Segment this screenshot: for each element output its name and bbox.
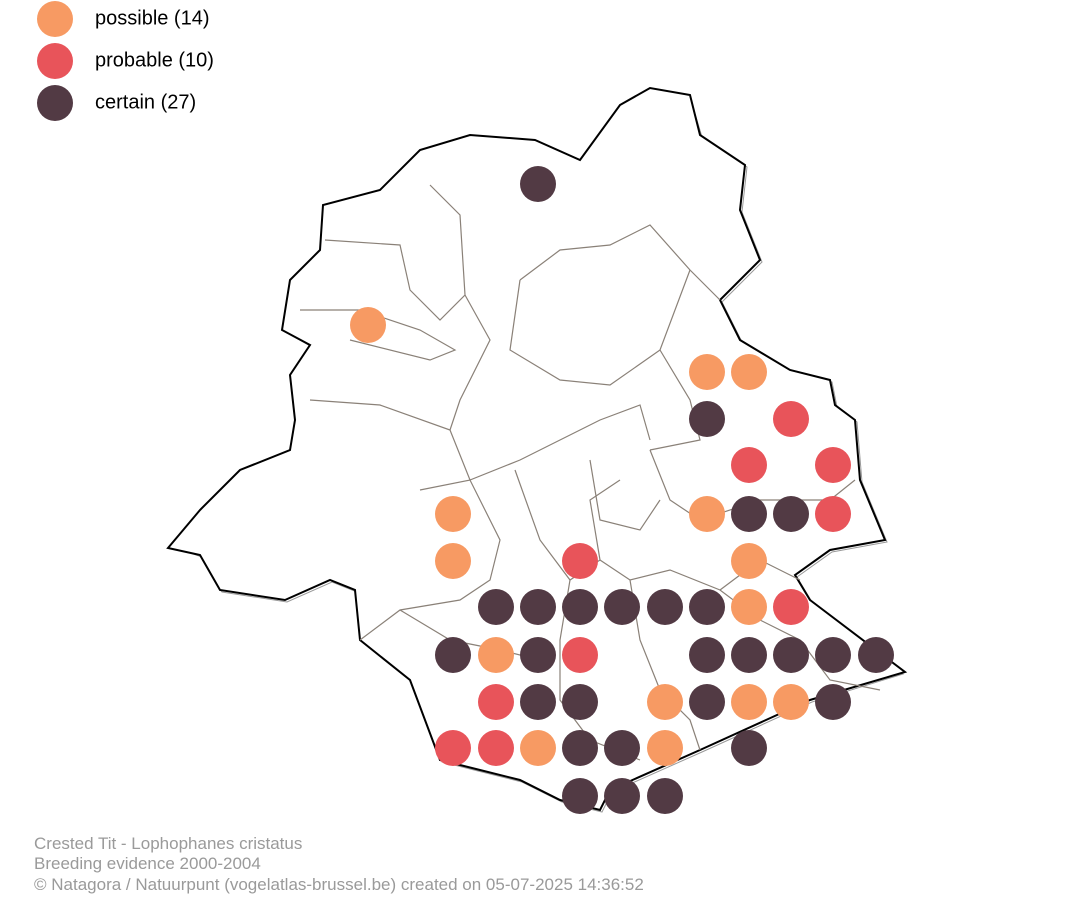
observation-dot <box>731 730 767 766</box>
observation-dot <box>689 637 725 673</box>
observation-dot <box>858 637 894 673</box>
observation-dot <box>647 778 683 814</box>
observation-dot <box>435 637 471 673</box>
footer-subtitle: Breeding evidence 2000-2004 <box>34 854 261 873</box>
observation-dot <box>731 684 767 720</box>
observation-dot <box>773 401 809 437</box>
observation-dot <box>731 496 767 532</box>
observation-dot <box>731 637 767 673</box>
observation-dot <box>350 307 386 343</box>
observation-dots <box>350 166 894 814</box>
observation-dot <box>731 447 767 483</box>
observation-dot <box>815 447 851 483</box>
observation-dot <box>604 589 640 625</box>
observation-dot <box>815 684 851 720</box>
observation-dot <box>689 496 725 532</box>
observation-dot <box>773 589 809 625</box>
footer-title: Crested Tit - Lophophanes cristatus <box>34 834 302 853</box>
observation-dot <box>773 496 809 532</box>
observation-dot <box>520 166 556 202</box>
observation-dot <box>689 354 725 390</box>
legend-label: certain (27) <box>95 91 196 113</box>
observation-dot <box>773 637 809 673</box>
observation-dot <box>562 730 598 766</box>
observation-dot <box>562 637 598 673</box>
observation-dot <box>815 637 851 673</box>
observation-dot <box>731 543 767 579</box>
observation-dot <box>478 637 514 673</box>
observation-dot <box>478 684 514 720</box>
observation-dot <box>647 684 683 720</box>
legend-label: possible (14) <box>95 7 210 29</box>
legend-label: probable (10) <box>95 49 214 71</box>
observation-dot <box>562 778 598 814</box>
observation-dot <box>647 589 683 625</box>
observation-dot <box>520 589 556 625</box>
observation-dot <box>435 730 471 766</box>
observation-dot <box>815 496 851 532</box>
footer-credit: © Natagora / Natuurpunt (vogelatlas-brus… <box>34 875 644 894</box>
observation-dot <box>520 637 556 673</box>
observation-dot <box>562 684 598 720</box>
observation-dot <box>478 589 514 625</box>
observation-dot <box>689 684 725 720</box>
observation-dot <box>647 730 683 766</box>
observation-dot <box>520 730 556 766</box>
observation-dot <box>478 730 514 766</box>
legend-swatch <box>37 85 73 121</box>
legend-swatch <box>37 43 73 79</box>
observation-dot <box>689 589 725 625</box>
legend: possible (14) probable (10) certain (27) <box>37 1 214 121</box>
observation-dot <box>435 543 471 579</box>
observation-dot <box>604 730 640 766</box>
legend-swatch <box>37 1 73 37</box>
observation-dot <box>562 543 598 579</box>
observation-dot <box>520 684 556 720</box>
observation-dot <box>562 589 598 625</box>
observation-dot <box>435 496 471 532</box>
observation-dot <box>731 589 767 625</box>
observation-dot <box>689 401 725 437</box>
observation-dot <box>773 684 809 720</box>
observation-dot <box>731 354 767 390</box>
observation-dot <box>604 778 640 814</box>
